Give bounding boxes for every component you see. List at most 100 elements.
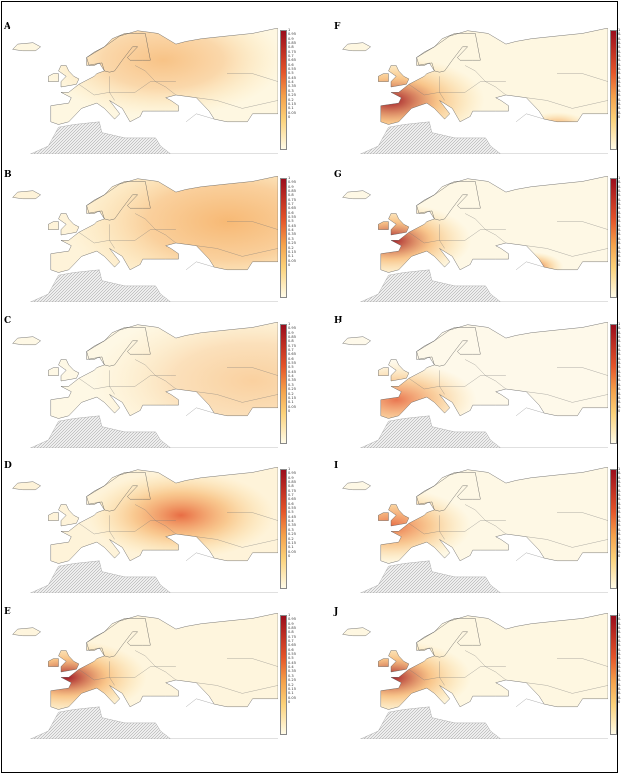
scale-tick-label: 0.25 [618,93,621,98]
color-scale-ticks: 10.950.90.850.80.750.70.650.60.550.50.45… [618,613,621,737]
scale-tick-label: 0 [618,699,621,704]
scale-tick-label: 0.2 [288,536,294,541]
scale-tick-label: 0.45 [288,660,297,665]
scale-tick-label: 0.65 [288,497,297,502]
scale-tick-label: 0.7 [288,639,294,644]
scale-tick-label: 0.5 [618,365,621,370]
scale-tick-label: 0.8 [288,339,294,344]
scale-tick-label: 0.6 [618,501,621,506]
scale-tick-label: 0.3 [288,673,294,678]
scale-tick-label: 0.4 [288,228,294,233]
panel-label: H [334,316,343,326]
scale-tick-label: 0.3 [288,88,294,93]
color-scale-bar [280,30,287,150]
scale-tick-label: 0.9 [288,36,294,41]
scale-tick-label: 0.05 [288,404,297,409]
map-panel-c: C 1 0.95 0.9 0.85 0.8 0.75 0.7 0.65 0.6 0.55 0.5 0.4… [4,316,304,451]
heat-map [340,613,608,739]
scale-tick-label: 0.7 [288,54,294,59]
scale-tick-label: 1 [618,613,621,617]
map-panel-d: D 1 0.95 0.9 0.85 0.8 0.75 0.7 0.65 0.6 0.55 0.5 0.4… [4,461,304,596]
scale-tick-label: 0.8 [288,45,294,50]
scale-tick-label: 0.95 [288,617,297,622]
scale-tick-label: 1 [288,28,291,32]
scale-tick-label: 0.15 [288,686,297,691]
scale-tick-label: 1 [618,176,621,180]
color-scale-bar [610,469,617,589]
scale-tick-label: 0.5 [618,219,621,224]
scale-tick-label: 0.9 [618,475,621,480]
scale-tick-label: 1 [618,467,621,471]
scale-tick-label: 0.75 [618,488,621,493]
color-scale-bar [280,469,287,589]
scale-tick-label: 0.9 [288,184,294,189]
scale-tick-label: 0.1 [618,691,621,696]
scale-tick-label: 0.5 [288,219,294,224]
panel-label: E [4,607,11,617]
scale-tick-label: 0.9 [618,330,621,335]
scale-tick-label: 0.3 [288,527,294,532]
heat-map [340,176,608,302]
scale-tick-label: 0.75 [288,49,297,54]
color-scale-ticks: 10.950.90.850.80.750.70.650.60.550.50.45… [618,467,621,591]
panel-label: C [4,316,12,326]
scale-tick-label: 0.25 [288,93,297,98]
scale-tick-label: 0.85 [288,480,297,485]
scale-tick-label: 0.1 [288,400,294,405]
map-panel-i: I10.950.90.850.80.750.70.650.60.550.50.4… [334,461,621,596]
map-panel-b: B 1 0.95 0.9 0.85 0.8 0.75 0.7 0.65 0.6 0.55 0.5 0.4… [4,170,304,305]
panel-label: G [334,170,342,180]
heat-map [10,467,278,593]
scale-tick-label: 0.1 [288,106,294,111]
scale-tick-label: 1 [618,28,621,32]
scale-tick-label: 0.2 [618,682,621,687]
scale-tick-label: 0.35 [288,669,297,674]
scale-tick-label: 0.05 [618,695,621,700]
scale-tick-label: 0.75 [618,634,621,639]
scale-tick-label: 1 [288,176,291,180]
scale-tick-label: 0.55 [288,67,297,72]
scale-tick-label: 0 [288,699,291,704]
heat-map [10,176,278,302]
scale-tick-label: 0 [618,408,621,413]
scale-tick-label: 0.55 [618,67,621,72]
scale-tick-label: 0.4 [288,665,294,670]
scale-tick-label: 0.6 [288,501,294,506]
scale-tick-label: 0.25 [618,532,621,537]
scale-tick-label: 0.6 [618,356,621,361]
scale-tick-label: 0.6 [288,647,294,652]
scale-tick-label: 0.15 [288,540,297,545]
panel-label: F [334,22,341,32]
scale-tick-label: 0.45 [618,514,621,519]
scale-tick-label: 0.8 [618,630,621,635]
scale-tick-label: 0.4 [618,228,621,233]
scale-tick-label: 0.9 [618,36,621,41]
scale-tick-label: 0.1 [288,545,294,550]
scale-tick-label: 0.85 [288,626,297,631]
scale-tick-label: 0.6 [618,647,621,652]
map-panel-e: E 1 0.95 0.9 0.85 0.8 0.75 0.7 0.65 0.6 0.55 0.5 0.4… [4,607,304,742]
scale-tick-label: 0.05 [618,549,621,554]
scale-tick-label: 0.8 [288,193,294,198]
scale-tick-label: 0.05 [288,110,297,115]
scale-tick-label: 0.95 [618,32,621,37]
panel-label: J [334,607,339,617]
map-panel-a: A 1 0.95 0.9 0.85 0.8 0.75 0.7 0.65 0.6 0.55 0.5 0.4… [4,22,304,157]
scale-tick-label: 0.45 [288,369,297,374]
scale-tick-label: 0.65 [288,206,297,211]
scale-tick-label: 0.1 [618,106,621,111]
scale-tick-label: 0.8 [618,484,621,489]
scale-tick-label: 0.6 [288,356,294,361]
scale-tick-label: 0.65 [618,497,621,502]
scale-tick-label: 0.3 [618,88,621,93]
scale-tick-label: 0 [288,553,291,558]
scale-tick-label: 0.1 [618,545,621,550]
scale-tick-label: 0.3 [618,673,621,678]
scale-tick-label: 1 [288,467,291,471]
scale-tick-label: 0.75 [288,197,297,202]
scale-tick-label: 0.65 [288,58,297,63]
scale-tick-label: 0.7 [618,493,621,498]
scale-tick-label: 0.8 [288,484,294,489]
scale-tick-label: 0.45 [618,369,621,374]
